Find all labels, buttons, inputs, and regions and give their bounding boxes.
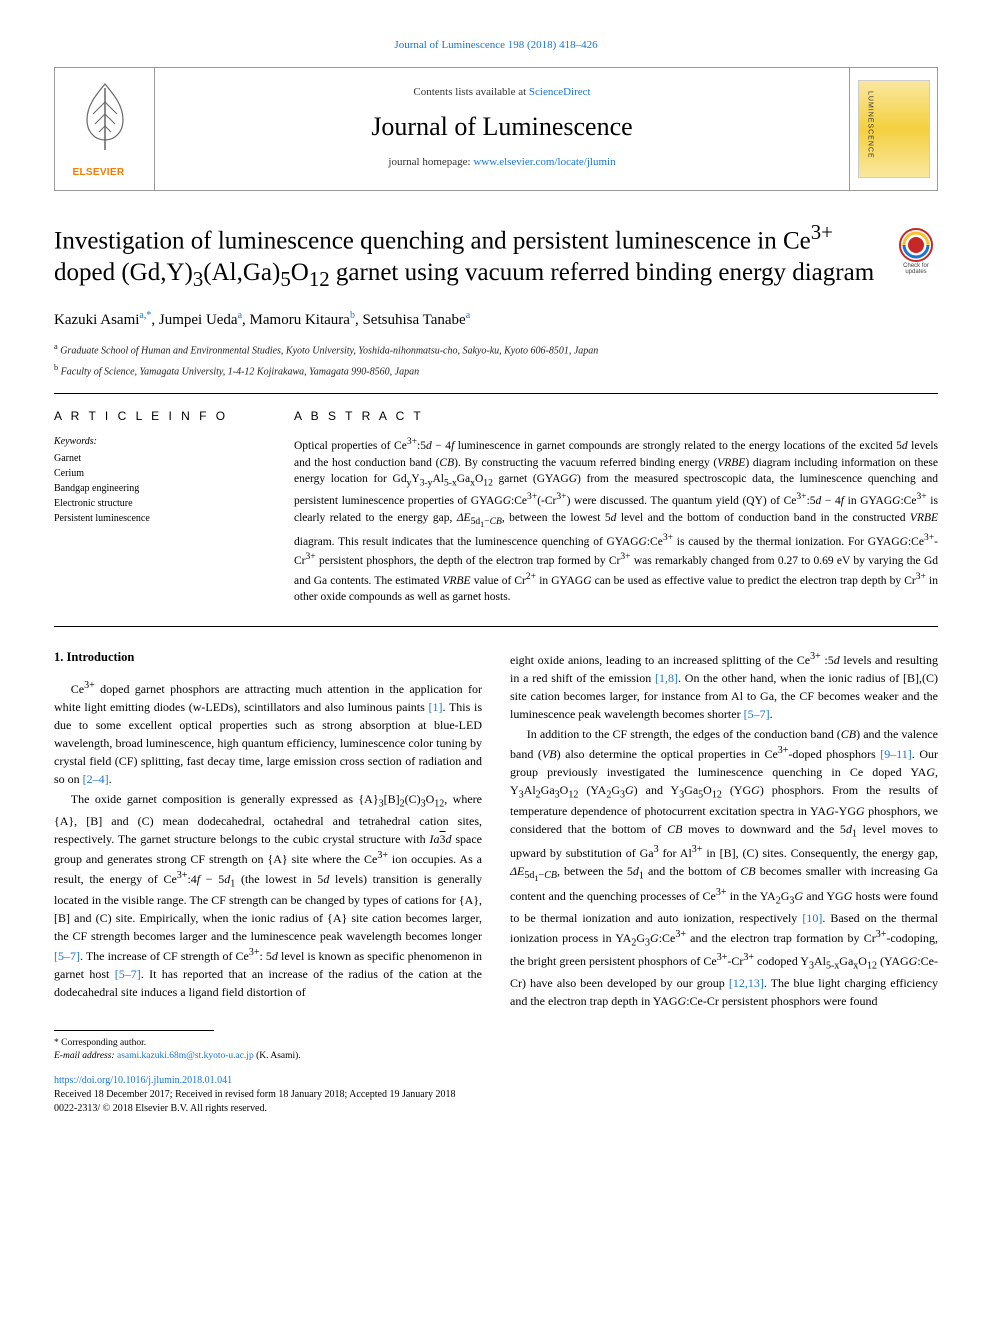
- para-4: In addition to the CF strength, the edge…: [510, 725, 938, 1010]
- email-label: E-mail address:: [54, 1051, 117, 1061]
- article-title: Investigation of luminescence quenching …: [54, 219, 880, 293]
- affiliation: b Faculty of Science, Yamagata Universit…: [54, 362, 938, 379]
- doi-link[interactable]: https://doi.org/10.1016/j.jlumin.2018.01…: [54, 1074, 938, 1088]
- keyword: Cerium: [54, 466, 264, 481]
- header-center: Contents lists available at ScienceDirec…: [155, 68, 849, 189]
- homepage-prefix: journal homepage:: [388, 156, 473, 168]
- elsevier-tree-icon: [73, 78, 137, 158]
- affiliations: a Graduate School of Human and Environme…: [54, 341, 938, 380]
- journal-cover-thumbnail: [858, 80, 930, 178]
- corresponding-author: * Corresponding author.: [54, 1037, 938, 1051]
- abstract-text: Optical properties of Ce3+:5d − 4f lumin…: [294, 435, 938, 606]
- crossmark-icon: [898, 227, 934, 263]
- keyword: Bandgap engineering: [54, 481, 264, 496]
- elsevier-wordmark: ELSEVIER: [73, 166, 137, 180]
- para-2: The oxide garnet composition is generall…: [54, 790, 482, 1001]
- keywords-label: Keywords:: [54, 435, 264, 449]
- keyword: Garnet: [54, 451, 264, 466]
- email-tail: (K. Asami).: [254, 1051, 301, 1061]
- received-dates: Received 18 December 2017; Received in r…: [54, 1088, 938, 1102]
- check-updates-line2: updates: [894, 269, 938, 275]
- abstract-head: A B S T R A C T: [294, 408, 938, 425]
- keyword: Electronic structure: [54, 496, 264, 511]
- issn-copyright: 0022-2313/ © 2018 Elsevier B.V. All righ…: [54, 1102, 938, 1116]
- check-updates-badge[interactable]: Check for updates: [894, 227, 938, 275]
- journal-name: Journal of Luminescence: [371, 109, 632, 145]
- footnote-rule: [54, 1030, 214, 1031]
- email-link[interactable]: asami.kazuki.68m@st.kyoto-u.ac.jp: [117, 1051, 254, 1061]
- journal-homepage: journal homepage: www.elsevier.com/locat…: [388, 155, 615, 170]
- article-info-col: A R T I C L E I N F O Keywords: GarnetCe…: [54, 408, 264, 606]
- email-line: E-mail address: asami.kazuki.68m@st.kyot…: [54, 1050, 938, 1064]
- para-1: Ce3+ doped garnet phosphors are attracti…: [54, 678, 482, 788]
- contents-prefix: Contents lists available at: [413, 86, 528, 98]
- journal-cover-cell: [849, 68, 937, 189]
- body-columns: 1. Introduction Ce3+ doped garnet phosph…: [54, 649, 938, 1010]
- article-info-head: A R T I C L E I N F O: [54, 408, 264, 425]
- keyword: Persistent luminescence: [54, 511, 264, 526]
- authors: Kazuki Asamia,*, Jumpei Uedaa, Mamoru Ki…: [54, 309, 938, 331]
- top-journal-ref[interactable]: Journal of Luminescence 198 (2018) 418–4…: [54, 38, 938, 53]
- contents-lists: Contents lists available at ScienceDirec…: [413, 85, 590, 100]
- publisher-logo-cell: ELSEVIER: [55, 68, 155, 189]
- homepage-link[interactable]: www.elsevier.com/locate/jlumin: [473, 156, 615, 168]
- affiliation: a Graduate School of Human and Environme…: [54, 341, 938, 358]
- section-1-head: 1. Introduction: [54, 649, 482, 667]
- keywords-list: GarnetCeriumBandgap engineeringElectroni…: [54, 451, 264, 526]
- para-3: eight oxide anions, leading to an increa…: [510, 649, 938, 723]
- abstract-col: A B S T R A C T Optical properties of Ce…: [294, 408, 938, 606]
- elsevier-logo: ELSEVIER: [73, 78, 137, 179]
- sciencedirect-link[interactable]: ScienceDirect: [529, 86, 591, 98]
- rule-2: [54, 626, 938, 627]
- header-box: ELSEVIER Contents lists available at Sci…: [54, 67, 938, 190]
- rule-1: [54, 393, 938, 394]
